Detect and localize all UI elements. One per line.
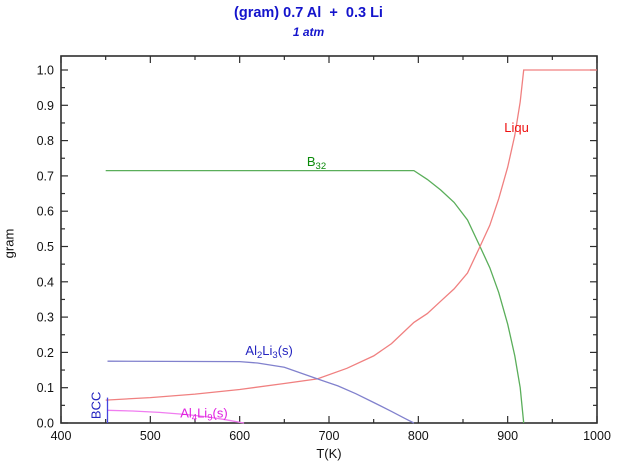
x-tick-label: 1000 — [583, 429, 611, 443]
series-label-part: (s) — [212, 405, 227, 420]
x-tick-label: 400 — [51, 429, 72, 443]
x-tick-label: 900 — [497, 429, 518, 443]
x-axis-label: T(K) — [316, 446, 342, 461]
y-tick-label: 0.8 — [37, 134, 54, 148]
y-tick-label: 0.1 — [37, 381, 54, 395]
y-tick-label: 0.4 — [37, 275, 54, 289]
y-tick-label: 0.2 — [37, 346, 54, 360]
series-label-part: Li — [197, 405, 207, 420]
x-tick-label: 500 — [140, 429, 161, 443]
y-tick-label: 1.0 — [37, 64, 54, 78]
series-label-bcc: BCC — [88, 392, 103, 419]
series-label-part: Liqu — [504, 120, 529, 135]
series-line-b32 — [105, 169, 525, 424]
series-label-part: 32 — [316, 161, 327, 172]
x-tick-label: 600 — [229, 429, 250, 443]
y-tick-label: 0.5 — [37, 240, 54, 254]
series-label-part: 2 — [257, 350, 262, 361]
series-line-al4li9 — [107, 409, 245, 424]
series-label-part: (s) — [278, 343, 293, 358]
series-label-liquid: Liqu — [504, 120, 529, 135]
series-label-al4li9: Al4Li9(s) — [180, 405, 227, 423]
series-label-part: Al — [180, 405, 192, 420]
chart-title: (gram) 0.7 Al + 0.3 Li — [234, 5, 383, 21]
x-tick-label: 800 — [408, 429, 429, 443]
y-tick-label: 0.9 — [37, 99, 54, 113]
series-label-part: Al — [245, 343, 257, 358]
y-axis-label: gram — [1, 228, 17, 259]
y-tick-label: 0.6 — [37, 205, 54, 219]
series-label-part: 4 — [192, 412, 197, 423]
series-line-al2li3 — [107, 360, 415, 424]
series-label-part: BCC — [88, 392, 103, 419]
y-tick-label: 0.7 — [37, 169, 54, 183]
y-tick-label: 0.3 — [37, 311, 54, 325]
series-label-part: Li — [262, 343, 272, 358]
series-label-part: 3 — [272, 350, 277, 361]
series-line-liquid — [105, 69, 597, 401]
series-label-part: 9 — [207, 412, 212, 423]
x-tick-label: 700 — [319, 429, 340, 443]
chart-subtitle: 1 atm — [292, 25, 325, 39]
series-label-b32: B32 — [307, 154, 326, 172]
series-label-part: B — [307, 154, 316, 169]
series-label-al2li3: Al2Li3(s) — [245, 343, 292, 361]
y-tick-label: 0.0 — [37, 417, 54, 431]
